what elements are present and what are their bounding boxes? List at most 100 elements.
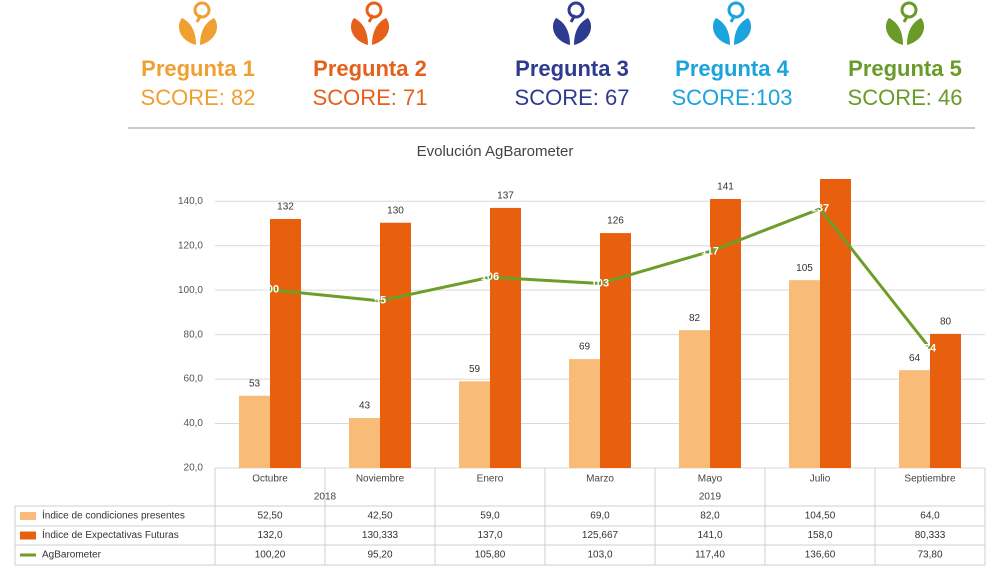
bar (239, 395, 270, 468)
y-tick-label: 60,0 (184, 374, 204, 385)
line-value-label: 137 (811, 203, 829, 215)
legend-label: Índice de Expectativas Futuras (42, 528, 179, 541)
question-score: SCORE: 67 (515, 85, 630, 110)
table-cell: 117,40 (695, 550, 725, 561)
question-icon (552, 1, 592, 45)
x-tick-label: Julio (810, 474, 831, 485)
x-tick-label: Enero (477, 474, 504, 485)
bar-value-label: 130 (387, 205, 404, 216)
line-value-label: 74 (924, 342, 937, 354)
icon-leaf (372, 18, 390, 45)
y-tick-label: 40,0 (184, 418, 204, 429)
x-tick-label: Septiembre (904, 474, 956, 485)
line-value-label: 100 (261, 284, 279, 296)
bar (899, 370, 930, 468)
question-icon (178, 1, 218, 45)
icon-leaf (574, 18, 592, 45)
question-title: Pregunta 3 (515, 56, 629, 81)
legend-label: Índice de condiciones presentes (42, 509, 185, 522)
bar (710, 199, 741, 468)
table-cell: 73,80 (917, 550, 942, 561)
bar-value-label: 132 (277, 202, 294, 213)
bar (490, 207, 521, 468)
table-cell: 59,0 (480, 511, 500, 522)
table-cell: 158,0 (807, 530, 832, 541)
icon-leaf (200, 18, 218, 45)
plot-area (239, 179, 961, 468)
line-value-label: 103 (591, 277, 609, 289)
question-score: SCORE: 46 (848, 85, 963, 110)
table-cell: 137,0 (477, 530, 502, 541)
icon-leaf (885, 18, 903, 45)
bar-value-label: 82 (689, 313, 701, 324)
icon-bulb (193, 1, 211, 19)
question-score: SCORE: 71 (313, 85, 428, 110)
icon-bulb (365, 1, 383, 19)
bar (349, 417, 380, 468)
bar-value-label: 64 (909, 353, 921, 364)
table-cell: 130,333 (362, 530, 399, 541)
bar-value-label: 137 (497, 191, 514, 202)
bar (459, 381, 490, 468)
line-value-label: 95 (374, 295, 386, 307)
x-tick-label: Mayo (698, 474, 723, 485)
chart-title: Evolución AgBarometer (417, 143, 574, 160)
question-score: SCORE: 82 (141, 85, 256, 110)
icon-leaf (178, 18, 196, 45)
bar (270, 219, 301, 468)
question-title: Pregunta 4 (675, 56, 789, 81)
question-title: Pregunta 1 (141, 56, 255, 81)
bar (380, 222, 411, 468)
bar (930, 333, 961, 468)
table-cell: 52,50 (257, 511, 282, 522)
table-cell: 64,0 (920, 511, 940, 522)
question-icon (885, 1, 925, 45)
y-tick-label: 140,0 (178, 196, 203, 207)
bar-value-label: 105 (796, 263, 813, 274)
table-cell: 141,0 (697, 530, 722, 541)
bar-value-label: 43 (359, 401, 371, 412)
table-cell: 125,667 (582, 530, 619, 541)
bar-value-label: 141 (717, 182, 734, 193)
bar-value-label: 59 (469, 364, 481, 375)
icon-leaf (552, 18, 570, 45)
legend-label: AgBarometer (42, 550, 102, 561)
icon-leaf (712, 18, 730, 45)
icon-stem (729, 14, 737, 23)
table-cell: 80,333 (915, 530, 946, 541)
y-tick-label: 20,0 (184, 463, 204, 474)
icon-stem (367, 14, 375, 23)
line-value-label: 117 (701, 245, 719, 257)
x-tick-label: Octubre (252, 474, 288, 485)
x-tick-label: Noviembre (356, 474, 405, 485)
table-cell: 104,50 (805, 511, 836, 522)
bar (789, 280, 820, 468)
icon-stem (902, 14, 910, 23)
table-cell: 95,20 (367, 550, 392, 561)
icon-bulb (727, 1, 745, 19)
question-icon (350, 1, 390, 45)
bar-value-label: 80 (940, 317, 952, 328)
question-icon (712, 1, 752, 45)
line-value-label: 106 (481, 271, 499, 283)
bar-value-label: 126 (607, 216, 624, 227)
x-group-label: 2019 (699, 492, 722, 503)
icon-leaf (734, 18, 752, 45)
table-cell: 82,0 (700, 511, 720, 522)
table-cell: 105,80 (475, 550, 506, 561)
icon-stem (569, 14, 577, 23)
table-cell: 132,0 (257, 530, 282, 541)
question-title: Pregunta 5 (848, 56, 962, 81)
table-cell: 42,50 (367, 511, 392, 522)
bar (679, 330, 710, 468)
x-tick-label: Marzo (586, 474, 614, 485)
bar (569, 359, 600, 468)
icon-bulb (900, 1, 918, 19)
bar-value-label: 53 (249, 378, 261, 389)
table-cell: 103,0 (587, 550, 612, 561)
x-group-label: 2018 (314, 492, 337, 503)
icon-bulb (567, 1, 585, 19)
question-score: SCORE:103 (671, 85, 792, 110)
y-tick-label: 80,0 (184, 329, 204, 340)
